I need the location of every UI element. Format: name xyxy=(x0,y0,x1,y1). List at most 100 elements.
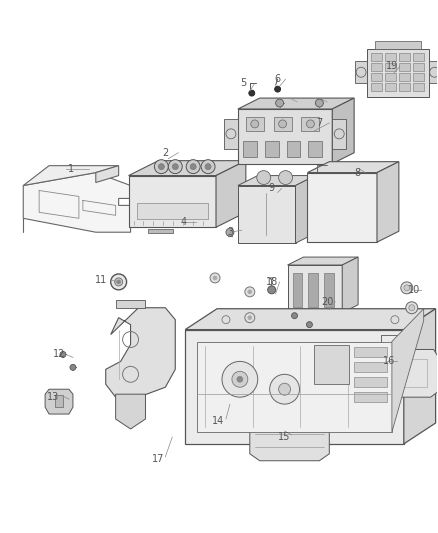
Polygon shape xyxy=(413,63,424,71)
Polygon shape xyxy=(238,185,296,243)
Polygon shape xyxy=(404,309,436,444)
Polygon shape xyxy=(314,344,349,384)
Circle shape xyxy=(292,313,297,319)
Polygon shape xyxy=(399,53,410,61)
Polygon shape xyxy=(246,117,264,131)
Circle shape xyxy=(268,286,276,294)
Circle shape xyxy=(159,164,164,169)
Text: 11: 11 xyxy=(95,275,107,285)
Polygon shape xyxy=(137,204,208,219)
Polygon shape xyxy=(371,63,382,71)
Text: 14: 14 xyxy=(212,416,224,426)
Circle shape xyxy=(186,160,200,174)
Circle shape xyxy=(275,86,281,92)
Polygon shape xyxy=(238,175,315,185)
Polygon shape xyxy=(216,160,246,227)
Text: 9: 9 xyxy=(268,183,275,193)
Polygon shape xyxy=(106,308,175,397)
Polygon shape xyxy=(265,141,279,157)
Polygon shape xyxy=(307,173,377,242)
Text: 3: 3 xyxy=(227,227,233,237)
Circle shape xyxy=(248,316,252,320)
Text: 7: 7 xyxy=(316,118,322,128)
Polygon shape xyxy=(116,300,145,308)
Polygon shape xyxy=(324,273,334,307)
Polygon shape xyxy=(354,348,387,358)
Polygon shape xyxy=(288,265,342,313)
Polygon shape xyxy=(355,61,367,83)
Polygon shape xyxy=(308,273,318,307)
Circle shape xyxy=(222,361,258,397)
Polygon shape xyxy=(359,350,438,397)
Polygon shape xyxy=(413,53,424,61)
Circle shape xyxy=(307,120,314,128)
Circle shape xyxy=(404,285,410,291)
Text: 5: 5 xyxy=(240,78,246,88)
Polygon shape xyxy=(185,329,404,444)
Polygon shape xyxy=(371,53,382,61)
Polygon shape xyxy=(371,73,382,81)
Polygon shape xyxy=(197,342,392,432)
Text: 12: 12 xyxy=(53,350,65,359)
Polygon shape xyxy=(296,175,315,243)
Polygon shape xyxy=(307,161,399,173)
Circle shape xyxy=(245,287,255,297)
Circle shape xyxy=(172,164,178,169)
Text: 1: 1 xyxy=(68,164,74,174)
Polygon shape xyxy=(332,119,346,149)
Polygon shape xyxy=(399,83,410,91)
Circle shape xyxy=(279,120,286,128)
Circle shape xyxy=(70,365,76,370)
Polygon shape xyxy=(385,53,396,61)
Circle shape xyxy=(270,374,300,404)
Polygon shape xyxy=(274,117,292,131)
Circle shape xyxy=(279,171,293,184)
Polygon shape xyxy=(375,42,421,50)
Text: 20: 20 xyxy=(321,297,333,307)
Polygon shape xyxy=(23,166,119,185)
Polygon shape xyxy=(238,98,354,109)
Circle shape xyxy=(201,160,215,174)
Polygon shape xyxy=(377,161,399,242)
Polygon shape xyxy=(354,362,387,373)
Circle shape xyxy=(213,276,217,280)
Circle shape xyxy=(249,90,255,96)
Circle shape xyxy=(245,313,255,322)
Circle shape xyxy=(168,160,182,174)
Text: 19: 19 xyxy=(386,61,398,71)
Text: 16: 16 xyxy=(383,357,395,366)
Polygon shape xyxy=(399,63,410,71)
Polygon shape xyxy=(129,160,246,175)
Polygon shape xyxy=(385,83,396,91)
Polygon shape xyxy=(371,83,382,91)
Circle shape xyxy=(232,372,248,387)
Polygon shape xyxy=(96,166,119,182)
Circle shape xyxy=(307,321,312,328)
Text: 8: 8 xyxy=(354,167,360,177)
Circle shape xyxy=(279,383,290,395)
Polygon shape xyxy=(238,109,332,164)
Polygon shape xyxy=(413,73,424,81)
Polygon shape xyxy=(286,141,300,157)
Circle shape xyxy=(111,274,127,290)
Circle shape xyxy=(155,160,168,174)
Polygon shape xyxy=(367,50,429,97)
Circle shape xyxy=(276,99,283,107)
Circle shape xyxy=(205,164,211,169)
Polygon shape xyxy=(308,141,322,157)
Polygon shape xyxy=(23,173,131,232)
Text: 2: 2 xyxy=(162,148,169,158)
Polygon shape xyxy=(224,119,238,149)
Circle shape xyxy=(117,280,120,284)
Circle shape xyxy=(226,228,234,236)
Circle shape xyxy=(409,305,415,311)
Text: 17: 17 xyxy=(152,454,165,464)
Circle shape xyxy=(257,171,271,184)
Polygon shape xyxy=(116,394,145,429)
Circle shape xyxy=(190,164,196,169)
Polygon shape xyxy=(288,257,358,265)
Polygon shape xyxy=(243,141,257,157)
Circle shape xyxy=(406,302,418,314)
Polygon shape xyxy=(429,61,438,83)
Text: 18: 18 xyxy=(265,277,278,287)
